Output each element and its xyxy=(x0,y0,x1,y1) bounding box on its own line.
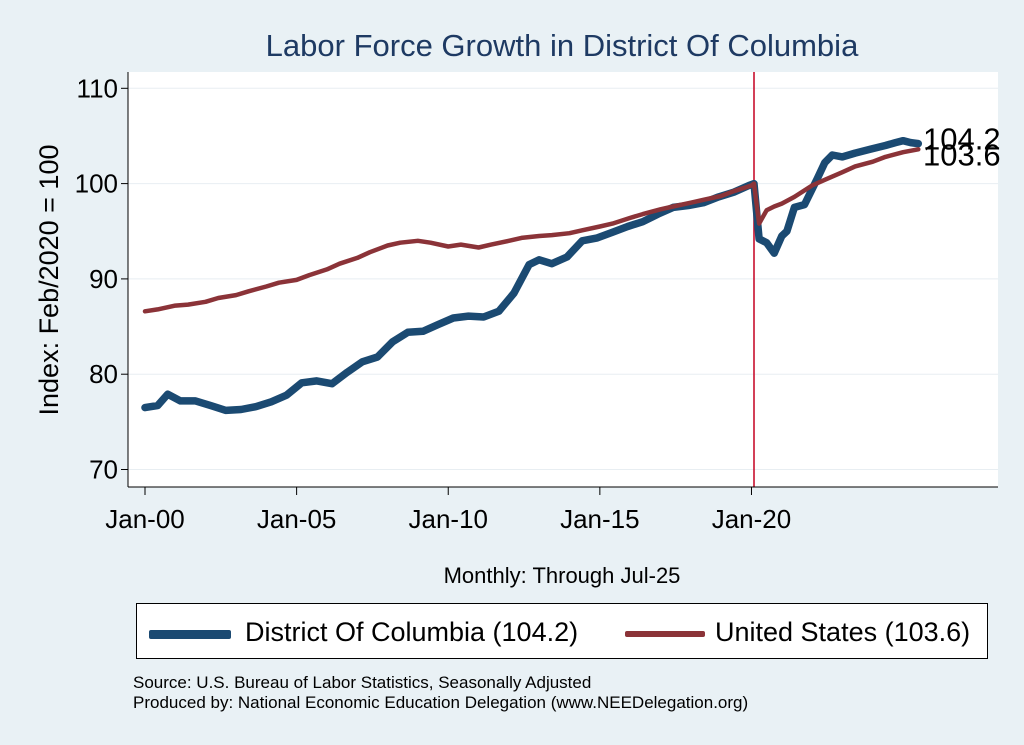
x-tick-label: Jan-00 xyxy=(105,504,185,534)
x-tick-label: Jan-15 xyxy=(560,504,640,534)
chart-title: Labor Force Growth in District Of Columb… xyxy=(265,28,859,63)
legend-label-us: United States (103.6) xyxy=(715,617,971,647)
axes: 70 80 90 100 110 Jan-00 Jan-05 Jan-10 Jan-15 Jan-… xyxy=(75,72,998,534)
producer-line: Produced by: National Economic Education… xyxy=(133,693,749,712)
x-axis-label: Monthly: Through Jul-25 xyxy=(443,563,681,588)
y-axis-label: Index: Feb/2020 = 100 xyxy=(34,145,64,416)
y-tick-label: 110 xyxy=(77,73,118,103)
source-note: Source: U.S. Bureau of Labor Statistics,… xyxy=(133,673,748,713)
legend-swatch-dc xyxy=(149,630,231,639)
legend: District Of Columbia (104.2) United Stat… xyxy=(136,603,988,659)
x-tick-label: Jan-20 xyxy=(712,504,792,534)
y-tick-label: 80 xyxy=(89,359,118,389)
end-label-us: 103.6 xyxy=(923,137,1001,172)
y-tick-label: 70 xyxy=(89,455,118,485)
end-label-dc: 104.2 xyxy=(923,122,1001,157)
legend-label-dc: District Of Columbia (104.2) xyxy=(245,617,579,647)
source-line: Source: U.S. Bureau of Labor Statistics,… xyxy=(133,673,592,692)
x-tick-label: Jan-05 xyxy=(257,504,337,534)
legend-swatch-us xyxy=(625,631,705,637)
grid-lines xyxy=(128,87,998,470)
y-tick-label: 100 xyxy=(75,169,118,199)
y-tick-label: 90 xyxy=(89,264,118,294)
series-line-dc xyxy=(141,136,923,415)
x-tick-label: Jan-10 xyxy=(408,504,488,534)
plot-area xyxy=(128,72,998,487)
series-line-us xyxy=(142,147,921,314)
